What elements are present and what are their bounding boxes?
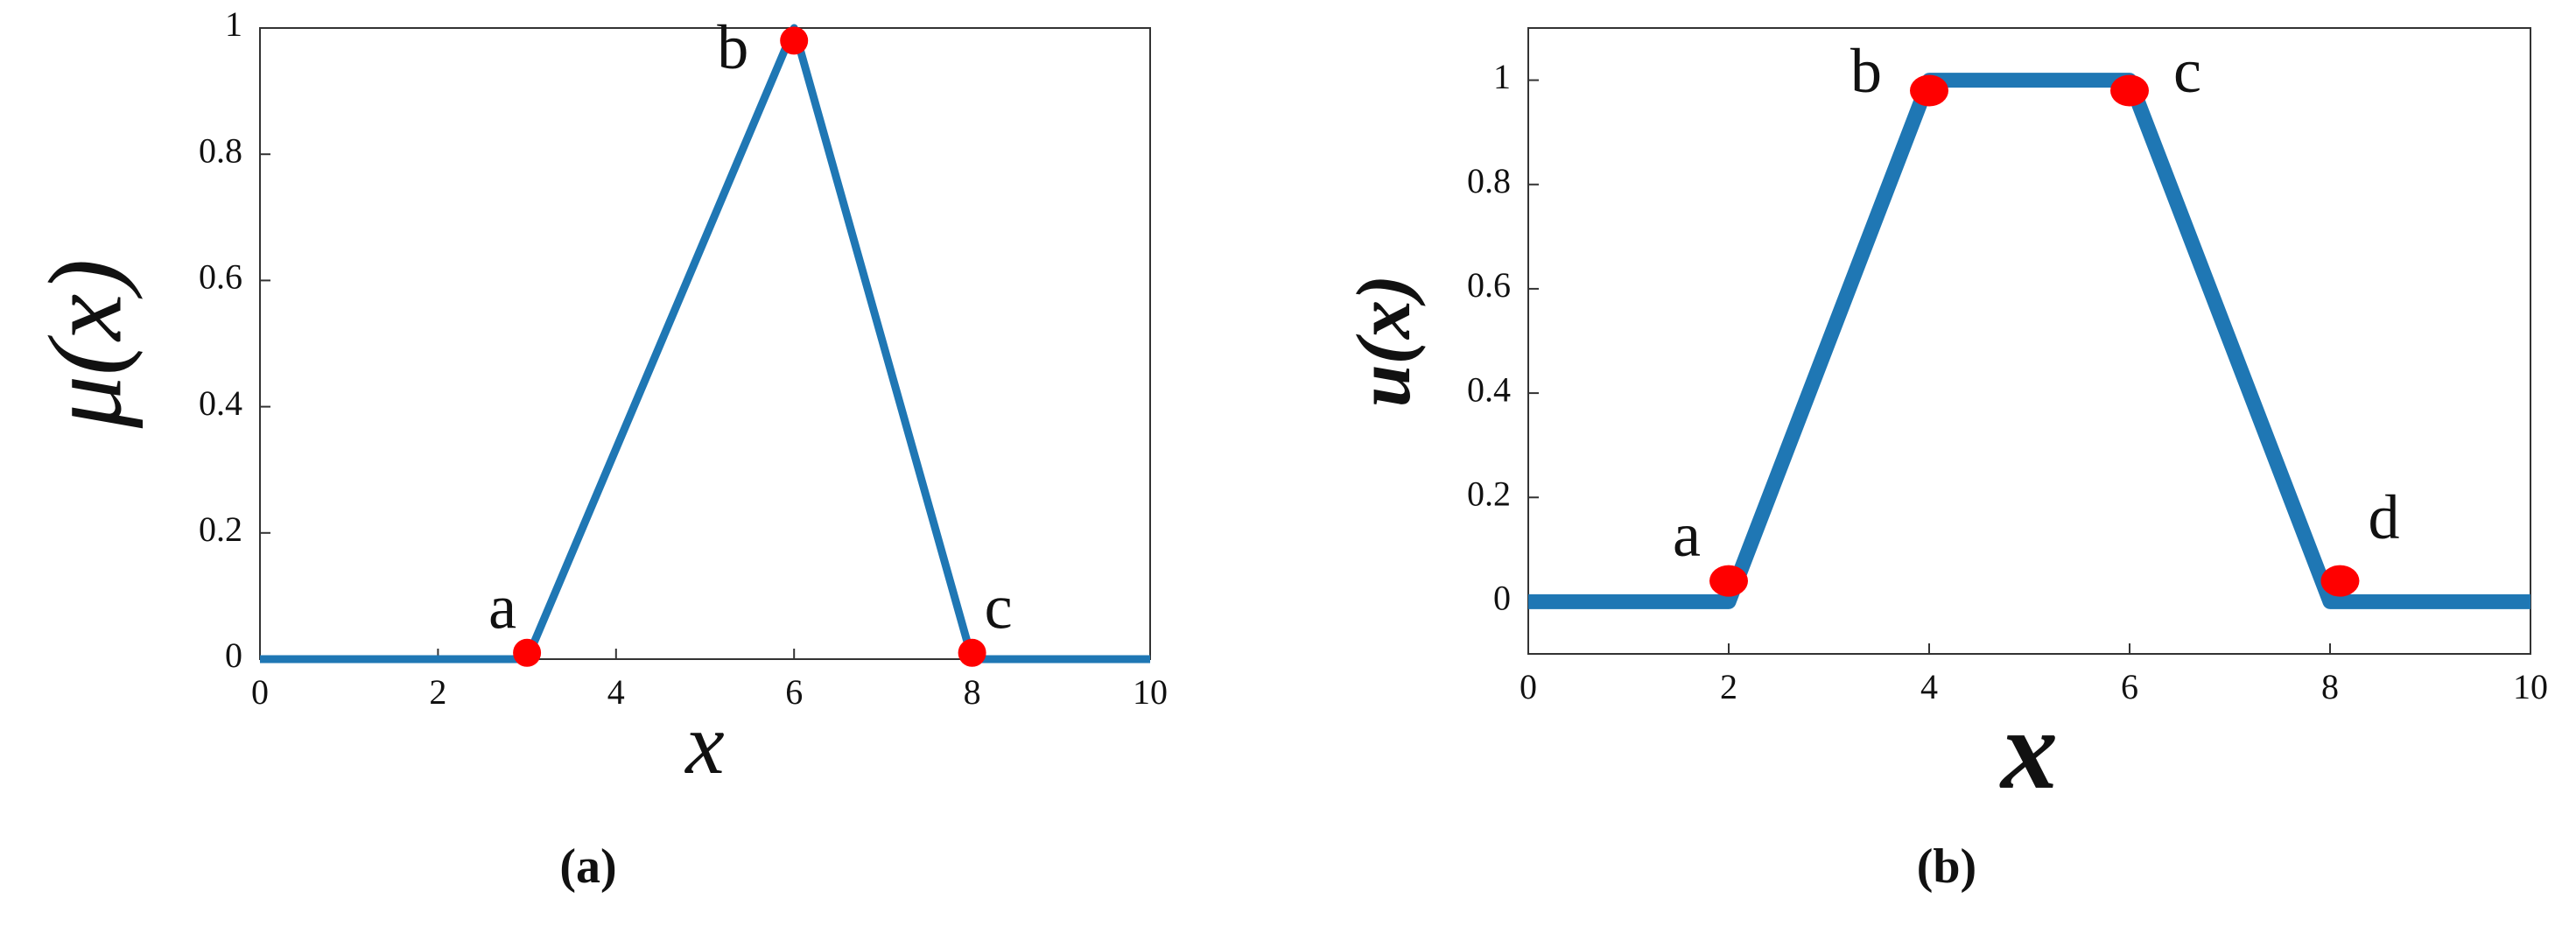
point bbox=[2110, 74, 2149, 107]
plot-frame bbox=[259, 27, 1151, 660]
line bbox=[260, 24, 1150, 664]
point bbox=[513, 638, 542, 667]
point-label: a bbox=[1673, 500, 1701, 570]
y-tick-label: 0.6 bbox=[1467, 265, 1511, 305]
y-tick-label: 0.8 bbox=[1467, 161, 1511, 200]
y-tick-label: 0.8 bbox=[199, 130, 242, 170]
y-tick-label: 0.6 bbox=[199, 257, 242, 297]
point bbox=[1709, 565, 1748, 597]
point bbox=[2320, 565, 2360, 597]
point-label: d bbox=[2368, 482, 2399, 552]
y-tick-label: 0.2 bbox=[199, 509, 242, 549]
x-tick-label: 0 bbox=[251, 672, 269, 712]
x-tick-label: 2 bbox=[429, 672, 446, 712]
x-tick-label: 10 bbox=[2513, 667, 2548, 706]
point bbox=[780, 26, 809, 55]
x-tick-label: 8 bbox=[2321, 667, 2339, 706]
plot-frame bbox=[1527, 27, 2531, 655]
point-label: b bbox=[1850, 36, 1882, 106]
x-tick-label: 0 bbox=[1520, 667, 1537, 706]
y-axis-label: μ(x) bbox=[27, 259, 144, 429]
point-label: b bbox=[717, 12, 748, 82]
x-tick-label: 6 bbox=[2121, 667, 2138, 706]
x-tick-label: 2 bbox=[1720, 667, 1737, 706]
point-label: c bbox=[2173, 36, 2201, 106]
y-axis-label: u(x) bbox=[1342, 275, 1427, 408]
x-axis-label: x bbox=[1999, 687, 2058, 813]
point-label: a bbox=[488, 572, 516, 642]
y-tick-label: 1 bbox=[225, 4, 242, 44]
x-tick-label: 6 bbox=[785, 672, 803, 712]
x-tick-label: 4 bbox=[607, 672, 625, 712]
x-tick-label: 8 bbox=[964, 672, 981, 712]
x-axis-label: x bbox=[684, 695, 724, 792]
y-tick-label: 0.4 bbox=[199, 383, 242, 423]
y-tick-label: 0.4 bbox=[1467, 369, 1511, 409]
chart: 0 2 4 6 8 10 0 0.2 0.4 0.6 0.8 1 a b c d u(x) x (b) bbox=[1342, 27, 2548, 894]
y-tick-label: 0.2 bbox=[1467, 474, 1511, 513]
point bbox=[958, 638, 986, 667]
line bbox=[1528, 73, 2530, 609]
point bbox=[1910, 74, 1948, 107]
caption: (b) bbox=[1917, 839, 1976, 894]
y-tick-label: 0 bbox=[225, 636, 242, 675]
x-tick-label: 4 bbox=[1920, 667, 1938, 706]
y-tick-label: 1 bbox=[1493, 57, 1511, 96]
chart: 0 2 4 6 8 10 0 0.2 0.4 0.6 0.8 1 a b c μ(x) x (a) bbox=[27, 4, 1168, 894]
caption: (a) bbox=[559, 839, 616, 894]
y-tick-label: 0 bbox=[1493, 579, 1511, 618]
point-label: c bbox=[985, 572, 1013, 642]
x-tick-label: 10 bbox=[1133, 672, 1168, 712]
